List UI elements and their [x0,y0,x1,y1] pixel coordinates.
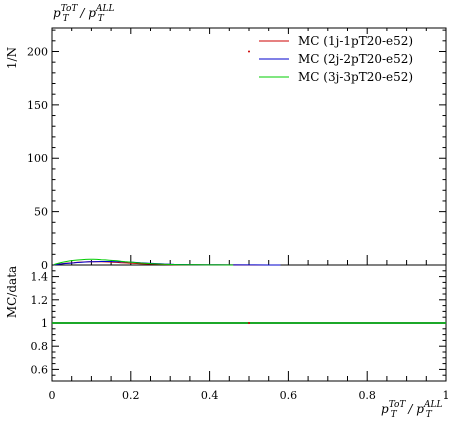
main-y-tick-label: 50 [34,206,48,219]
main-y-axis-label: 1/N [5,47,19,69]
title-p: p [53,6,61,20]
xlabel-sub-t: T [391,410,398,420]
legend-label-1: MC (1j-1pT20-e52) [298,34,413,48]
x-tick-label: 0 [49,389,56,402]
x-tick-label: 0.2 [122,389,140,402]
main-y-tick-label: 0 [41,259,48,272]
main-y-tick-label: 100 [27,152,48,165]
xlabel-slash-p: / p [405,402,425,416]
ratio-y-tick-label: 0.8 [31,340,49,353]
ratio-y-tick-label: 1.2 [31,294,49,307]
ratio-y-tick-label: 0.6 [31,363,49,376]
xlabel-sup-all: ALL [423,400,442,410]
x-tick-label: 1 [443,389,450,402]
xlabel-sub-t2: T [426,410,433,420]
title-sup-all: ALL [95,4,114,14]
title-sub-t2: T [98,14,105,24]
title-sup-tot: ToT [61,4,79,14]
x-tick-label: 0.6 [280,389,298,402]
series-line-3 [53,258,234,266]
main-y-tick-label: 200 [27,45,48,58]
ratio-data-point [248,322,250,324]
data-point [248,50,250,53]
legend-label-2: MC (2j-2pT20-e52) [298,52,413,66]
ratio-y-tick-label: 1.4 [31,271,49,284]
title-slash-p: / p [77,6,97,20]
x-tick-label: 0.4 [201,389,219,402]
main-y-tick-label: 150 [27,99,48,112]
ratio-axis-ticks: 0.6 0.8 1 1.2 1.4 0 0.2 0.4 0.6 0.8 1 [31,270,450,402]
ratio-series-group [52,322,446,324]
xlabel-sup-tot: ToT [389,400,407,410]
x-axis-label: pToT T / pALL T [381,400,442,420]
main-axis-ticks: 0 50 100 150 200 [27,28,447,272]
legend: MC (1j-1pT20-e52) MC (2j-2pT20-e52) MC (3j… [259,34,413,84]
legend-label-3: MC (3j-3pT20-e52) [298,70,413,84]
main-series-group [53,50,281,266]
x-tick-label: 0.8 [358,389,376,402]
title-sub-t: T [63,14,70,24]
chart-title: pToT T / pALL T [53,4,114,24]
xlabel-p: p [381,402,389,416]
ratio-y-tick-label: 1 [41,317,48,330]
ratio-y-axis-label: MC/data [5,266,19,318]
